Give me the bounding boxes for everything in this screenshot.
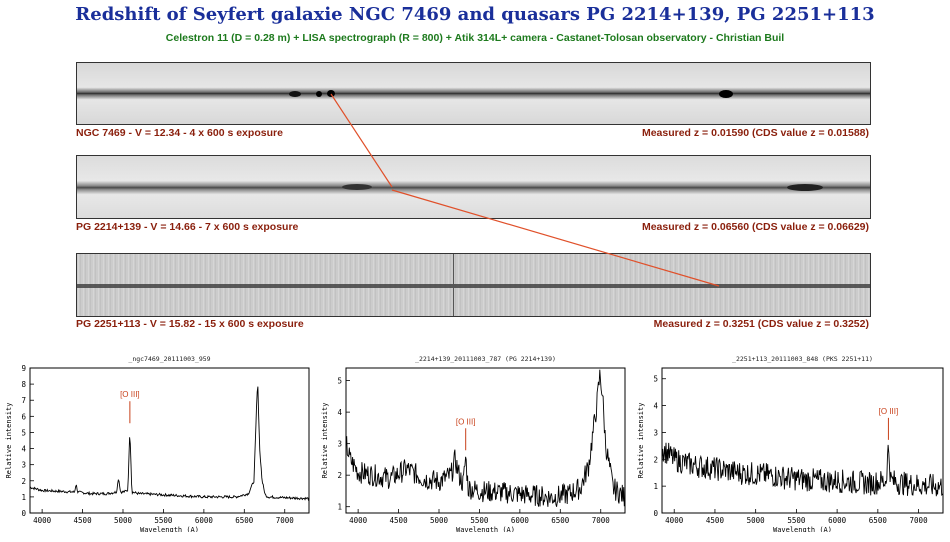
y-tick-label: 2 bbox=[337, 471, 342, 480]
x-tick-label: 7000 bbox=[910, 516, 929, 525]
y-tick-label: 2 bbox=[653, 455, 658, 464]
x-tick-label: 5500 bbox=[154, 516, 173, 525]
x-tick-label: 6500 bbox=[235, 516, 254, 525]
y-tick-label: 5 bbox=[337, 377, 342, 386]
x-axis-label: Wavelength (A) bbox=[456, 526, 515, 532]
x-tick-label: 5500 bbox=[787, 516, 806, 525]
emission-blob bbox=[327, 90, 335, 97]
x-tick-label: 5000 bbox=[430, 516, 449, 525]
plot-frame bbox=[661, 367, 944, 514]
chart-title: _2251+113_20111003_848 (PKS 2251+11) bbox=[732, 355, 873, 363]
x-tick-label: 4000 bbox=[349, 516, 368, 525]
oiii-label: [O III] bbox=[456, 417, 476, 426]
y-tick-label: 2 bbox=[21, 477, 26, 486]
x-tick-label: 7000 bbox=[276, 516, 295, 525]
page-subtitle: Celestron 11 (D = 0.28 m) + LISA spectro… bbox=[165, 32, 785, 44]
x-tick-label: 4500 bbox=[390, 516, 409, 525]
y-axis-label: Relative intensity bbox=[637, 403, 645, 479]
spectrum-divider bbox=[453, 254, 454, 316]
y-tick-label: 7 bbox=[21, 396, 26, 405]
y-tick-label: 3 bbox=[337, 440, 342, 449]
x-tick-label: 5500 bbox=[470, 516, 489, 525]
x-tick-label: 5000 bbox=[747, 516, 766, 525]
y-tick-label: 4 bbox=[21, 445, 26, 454]
emission-blob bbox=[289, 91, 301, 97]
emission-blob bbox=[719, 90, 733, 98]
spectrum-image-pg2251 bbox=[76, 253, 871, 317]
y-tick-label: 3 bbox=[21, 461, 26, 470]
redshift-label-pg2251: Measured z = 0.3251 (CDS value z = 0.325… bbox=[653, 318, 869, 330]
redshift-label-pg2214: Measured z = 0.06560 (CDS value z = 0.06… bbox=[641, 221, 869, 233]
x-tick-label: 6000 bbox=[195, 516, 214, 525]
x-tick-label: 6000 bbox=[511, 516, 530, 525]
x-axis-label: Wavelength (A) bbox=[140, 526, 199, 532]
x-tick-label: 4500 bbox=[706, 516, 725, 525]
x-tick-label: 7000 bbox=[592, 516, 611, 525]
spectrum-chart-pg2214: _2214+139_20111003_787 (PG 2214+139) 4000… bbox=[321, 355, 626, 532]
x-tick-label: 6500 bbox=[869, 516, 888, 525]
spectrum-series-line bbox=[661, 442, 944, 497]
chart-title: _2214+139_20111003_787 (PG 2214+139) bbox=[415, 355, 556, 363]
emission-blob bbox=[316, 91, 322, 97]
plot-frame bbox=[345, 367, 626, 514]
x-axis-label: Wavelength (A) bbox=[773, 526, 832, 532]
spectrum-image-pg2214 bbox=[76, 155, 871, 219]
emission-blob bbox=[342, 184, 372, 190]
page-title: Redshift of Seyfert galaxie NGC 7469 and… bbox=[75, 4, 875, 25]
x-tick-label: 4000 bbox=[665, 516, 684, 525]
spectrum-image-ngc7469 bbox=[76, 62, 871, 125]
chart-title: _ngc7469_20111003_959 bbox=[128, 355, 210, 363]
y-tick-label: 9 bbox=[21, 364, 26, 373]
y-tick-label: 0 bbox=[21, 509, 26, 518]
spectrum-label-ngc7469: NGC 7469 - V = 12.34 - 4 x 600 s exposur… bbox=[76, 127, 283, 139]
spectrum-series-line bbox=[345, 369, 626, 507]
y-tick-label: 4 bbox=[337, 408, 342, 417]
x-tick-label: 5000 bbox=[114, 516, 133, 525]
y-tick-label: 3 bbox=[653, 428, 658, 437]
y-tick-label: 1 bbox=[337, 503, 342, 512]
x-tick-label: 6000 bbox=[828, 516, 847, 525]
x-tick-label: 6500 bbox=[551, 516, 570, 525]
oiii-label: [O III] bbox=[120, 390, 140, 399]
y-tick-label: 6 bbox=[21, 412, 26, 421]
y-tick-label: 8 bbox=[21, 380, 26, 389]
redshift-label-ngc7469: Measured z = 0.01590 (CDS value z = 0.01… bbox=[641, 127, 869, 139]
spectrum-label-pg2251: PG 2251+113 - V = 15.82 - 15 x 600 s exp… bbox=[76, 318, 304, 330]
y-axis-label: Relative intensity bbox=[5, 403, 13, 479]
oiii-label: [O III] bbox=[879, 407, 899, 416]
spectrum-trace bbox=[77, 284, 870, 288]
y-tick-label: 0 bbox=[653, 509, 658, 518]
y-axis-label: Relative intensity bbox=[321, 403, 329, 479]
spectrum-chart-ngc7469: _ngc7469_20111003_959 4000 4500 5000 5500 600… bbox=[5, 355, 310, 532]
spectrum-label-pg2214: PG 2214+139 - V = 14.66 - 7 x 600 s expo… bbox=[76, 221, 299, 233]
y-tick-label: 1 bbox=[653, 482, 658, 491]
x-tick-label: 4000 bbox=[33, 516, 52, 525]
emission-blob bbox=[787, 184, 823, 191]
plot-frame bbox=[29, 367, 310, 514]
y-tick-label: 4 bbox=[653, 402, 658, 411]
y-tick-label: 5 bbox=[653, 375, 658, 384]
y-tick-label: 1 bbox=[21, 493, 26, 502]
y-tick-label: 5 bbox=[21, 428, 26, 437]
spectrum-series-line bbox=[30, 386, 310, 502]
spectrum-chart-pg2251: _2251+113_20111003_848 (PKS 2251+11) 4000… bbox=[637, 355, 944, 532]
x-tick-label: 4500 bbox=[74, 516, 93, 525]
